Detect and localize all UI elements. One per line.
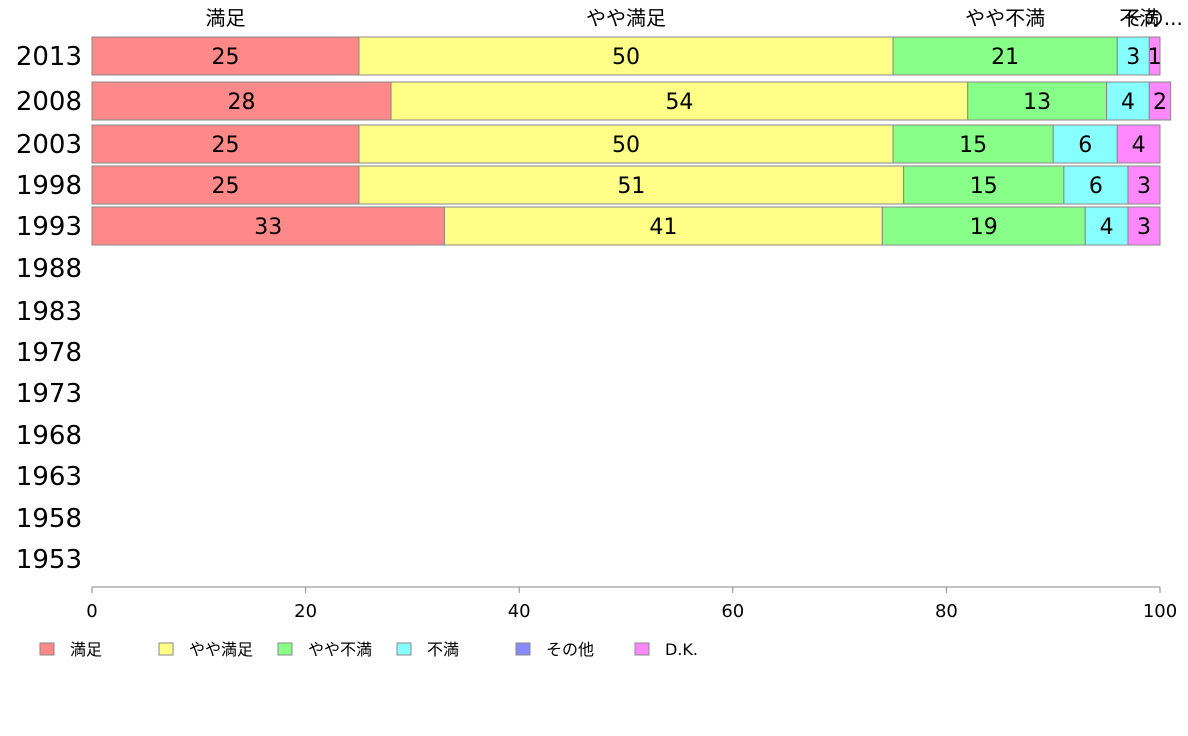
data-label: 3	[1137, 215, 1151, 240]
y-tick-label: 1978	[16, 338, 82, 368]
data-label: 50	[612, 45, 640, 70]
data-label: 4	[1121, 90, 1135, 115]
legend: 満足 やや満足 やや不満 不満 その他 D.K.	[39, 640, 698, 659]
bar-segment	[91, 206, 445, 246]
bar-segment	[1084, 206, 1129, 246]
y-tick-label: 1953	[16, 545, 82, 575]
data-label: 25	[212, 45, 240, 70]
bar-segment	[358, 36, 894, 76]
legend-label: 満足	[70, 640, 102, 659]
legend-swatch	[277, 642, 293, 656]
top-category-labels: 満足 やや満足 やや不満 不満その...	[206, 6, 1183, 30]
y-tick-label: 1983	[16, 297, 82, 327]
legend-swatch	[634, 642, 650, 656]
y-tick-label: 1998	[16, 171, 82, 201]
bar-segment	[1116, 36, 1150, 76]
legend-swatch	[158, 642, 174, 656]
data-label: 50	[612, 133, 640, 158]
x-tick-label: 60	[721, 601, 744, 622]
x-tick-label: 100	[1143, 601, 1177, 622]
data-label: 3	[1137, 174, 1151, 199]
bars-group: 25 50 21 3 128 54 13 4 225 50 15 6 425 51 15 6 333 41 19 4 3	[91, 36, 1172, 246]
bar-segment	[892, 124, 1054, 164]
data-label: 51	[617, 174, 645, 199]
legend-swatch	[515, 642, 531, 656]
data-label: 6	[1078, 133, 1092, 158]
data-label: 33	[254, 215, 282, 240]
data-label: 15	[970, 174, 998, 199]
bar-segment	[1063, 165, 1129, 205]
x-tick-label: 20	[294, 601, 317, 622]
bar-segment	[91, 36, 360, 76]
legend-label: やや満足	[189, 640, 253, 659]
data-label: 28	[228, 90, 256, 115]
legend-label: 不満	[427, 640, 459, 659]
x-tick-label: 80	[935, 601, 958, 622]
bar-segment	[358, 124, 894, 164]
bar-segment	[1116, 124, 1161, 164]
bar-segment	[1148, 36, 1161, 76]
data-label: 54	[665, 90, 693, 115]
data-label: 6	[1089, 174, 1103, 199]
y-tick-label: 1963	[16, 462, 82, 492]
legend-swatch	[396, 642, 412, 656]
top-category-label: 不満	[1119, 6, 1159, 30]
y-tick-label: 1958	[16, 504, 82, 534]
legend-label: やや不満	[308, 640, 372, 659]
data-label: 25	[212, 174, 240, 199]
data-label: 13	[1023, 90, 1051, 115]
y-tick-label: 2013	[16, 42, 82, 72]
y-tick-label: 1968	[16, 421, 82, 451]
bar-segment	[91, 165, 360, 205]
bar-segment	[1127, 165, 1161, 205]
bar-segment	[91, 81, 392, 121]
y-tick-label: 1988	[16, 254, 82, 284]
y-tick-label: 2003	[16, 130, 82, 160]
top-category-label: その...	[1124, 6, 1183, 30]
top-category-label: やや不満	[965, 6, 1045, 30]
x-axis: 0 20 40 60 80 100	[86, 586, 1177, 622]
data-label: 3	[1126, 45, 1140, 70]
bar-segment	[903, 165, 1065, 205]
y-tick-label: 1993	[16, 212, 82, 242]
data-label: 19	[970, 215, 998, 240]
bar-segment	[1148, 81, 1172, 121]
bar-segment	[390, 81, 969, 121]
bar-segment	[892, 36, 1118, 76]
data-label: 4	[1100, 215, 1114, 240]
data-label: 25	[212, 133, 240, 158]
y-axis: 2013 2008 2003 1998 1993 1988 1983 1978 1973 1968…	[16, 42, 82, 575]
legend-label: D.K.	[665, 640, 698, 659]
bar-segment	[1106, 81, 1150, 121]
bar-segment	[1052, 124, 1118, 164]
y-tick-label: 1973	[16, 379, 82, 409]
data-label: 41	[649, 215, 677, 240]
data-label: 2	[1153, 90, 1167, 115]
top-category-label: やや満足	[586, 6, 666, 30]
bar-segment	[881, 206, 1086, 246]
bar-segment	[358, 165, 905, 205]
data-label: 15	[959, 133, 987, 158]
legend-label: その他	[546, 640, 594, 659]
top-category-label: 満足	[206, 6, 246, 30]
y-tick-label: 2008	[16, 87, 82, 117]
legend-swatch	[39, 642, 55, 656]
bar-segment	[967, 81, 1108, 121]
bar-segment	[1127, 206, 1161, 246]
x-tick-label: 40	[508, 601, 531, 622]
data-label: 21	[991, 45, 1019, 70]
x-tick-label: 0	[86, 601, 97, 622]
data-label: 1	[1148, 45, 1162, 70]
data-label: 4	[1132, 133, 1146, 158]
